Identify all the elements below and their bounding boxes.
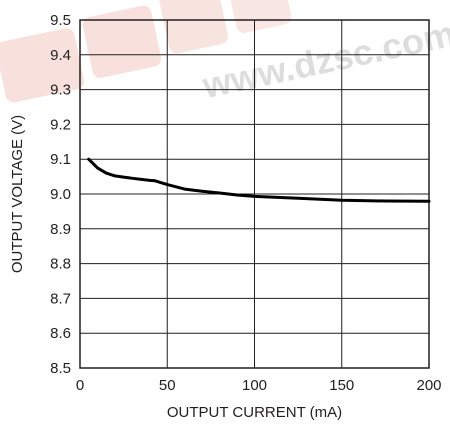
plot-frame bbox=[79, 19, 430, 369]
y-tick-label: 8.5 bbox=[50, 360, 71, 377]
watermark-logo bbox=[0, 0, 292, 103]
x-tick-label: 150 bbox=[329, 377, 354, 394]
y-tick-label: 8.8 bbox=[50, 256, 71, 273]
x-tick-label: 0 bbox=[76, 377, 84, 394]
y-axis-title: OUTPUT VOLTAGE (V) bbox=[9, 115, 26, 273]
y-tick-label: 8.7 bbox=[50, 290, 71, 307]
y-tick-label: 9.1 bbox=[50, 151, 71, 168]
x-tick-label: 200 bbox=[416, 377, 441, 394]
watermark-text: www.dzsc.com bbox=[198, 13, 450, 107]
series-line bbox=[87, 157, 431, 203]
y-tick-label: 9.2 bbox=[50, 116, 71, 133]
x-tick-label: 100 bbox=[242, 377, 267, 394]
y-tick-label: 8.9 bbox=[50, 221, 71, 238]
ticks: 0 50 100 150 200 8.5 8.6 8.7 8.8 8.9 9.0 9.1 9.2 9.3 9… bbox=[50, 12, 441, 394]
x-tick-label: 50 bbox=[159, 377, 176, 394]
y-tick-label: 9.0 bbox=[50, 186, 71, 203]
x-axis-title: OUTPUT CURRENT (mA) bbox=[167, 404, 342, 421]
y-tick-label: 9.3 bbox=[50, 82, 71, 99]
grid bbox=[80, 20, 429, 368]
y-tick-label: 9.4 bbox=[50, 47, 71, 64]
y-tick-label: 8.6 bbox=[50, 325, 71, 342]
y-tick-label: 9.5 bbox=[50, 12, 71, 29]
